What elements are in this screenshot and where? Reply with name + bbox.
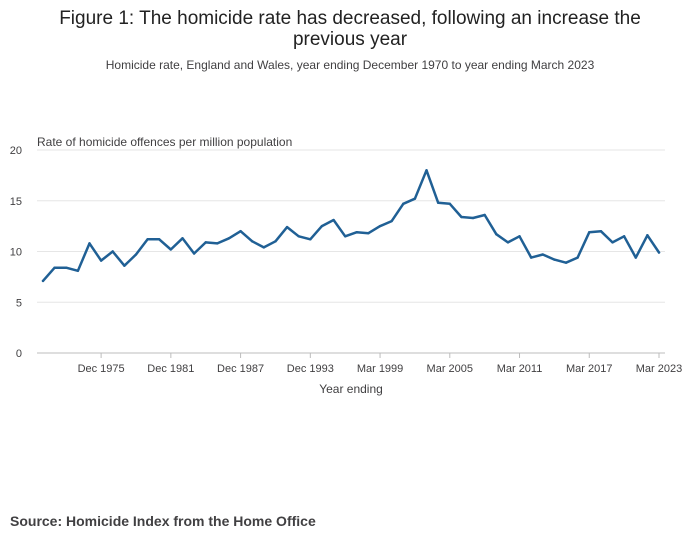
data-point bbox=[541, 253, 544, 256]
data-point bbox=[181, 237, 184, 240]
data-point bbox=[134, 253, 138, 256]
data-point bbox=[564, 261, 568, 264]
data-point bbox=[239, 230, 242, 233]
x-tick-label: Mar 2005 bbox=[427, 363, 473, 375]
x-axis-label: Year ending bbox=[319, 382, 383, 396]
data-point bbox=[297, 235, 300, 238]
x-tick-label: Dec 1981 bbox=[147, 363, 194, 375]
data-point bbox=[76, 269, 80, 272]
x-tick-label: Dec 1975 bbox=[78, 363, 125, 375]
data-point bbox=[65, 266, 68, 269]
data-point bbox=[216, 242, 219, 245]
data-point bbox=[576, 256, 579, 259]
data-point bbox=[634, 256, 637, 259]
gridlines bbox=[37, 149, 665, 354]
data-point bbox=[529, 256, 533, 259]
data-point bbox=[251, 240, 254, 243]
source-note: Source: Homicide Index from the Home Off… bbox=[10, 513, 316, 529]
data-point bbox=[425, 169, 428, 172]
data-point bbox=[646, 234, 649, 237]
data-point bbox=[227, 237, 231, 240]
data-point bbox=[378, 224, 382, 228]
y-axis-label: Rate of homicide offences per million po… bbox=[37, 135, 292, 149]
data-point bbox=[657, 251, 661, 254]
x-tick-label: Mar 2023 bbox=[636, 363, 682, 375]
y-tick-label: 15 bbox=[10, 196, 22, 208]
y-tick-label: 0 bbox=[16, 348, 22, 360]
data-point bbox=[436, 201, 440, 204]
data-point bbox=[158, 238, 161, 241]
data-point bbox=[413, 197, 417, 200]
y-tick-label: 10 bbox=[10, 247, 22, 259]
x-tick-label: Mar 1999 bbox=[357, 363, 403, 375]
x-tick-label: Dec 1987 bbox=[217, 363, 264, 375]
data-point bbox=[588, 231, 591, 234]
chart-subtitle: Homicide rate, England and Wales, year e… bbox=[105, 58, 595, 72]
data-point bbox=[88, 242, 91, 245]
data-point bbox=[309, 238, 312, 241]
data-point bbox=[611, 241, 614, 244]
data-point bbox=[343, 235, 347, 238]
data-point bbox=[390, 219, 393, 223]
data-point bbox=[402, 202, 405, 205]
data-point bbox=[332, 218, 335, 222]
y-tick-label: 20 bbox=[10, 145, 22, 157]
data-point bbox=[622, 235, 626, 238]
data-point bbox=[460, 215, 463, 219]
data-point bbox=[204, 241, 207, 244]
data-point bbox=[483, 213, 486, 217]
x-tick-label: Mar 2011 bbox=[497, 363, 543, 375]
data-point bbox=[41, 279, 45, 283]
series-group bbox=[41, 169, 661, 283]
x-axis-ticks: Dec 1975 Dec 1981 Dec 1987 Dec 1993 Mar 1999… bbox=[78, 353, 682, 375]
chart-title: Figure 1: The homicide rate has decrease… bbox=[59, 8, 641, 50]
data-point bbox=[262, 246, 266, 249]
data-point bbox=[471, 216, 475, 220]
data-point bbox=[53, 266, 56, 269]
x-tick-label: Dec 1993 bbox=[287, 363, 334, 375]
series-line-homicide-rate bbox=[41, 169, 661, 283]
data-point bbox=[355, 231, 359, 234]
data-point bbox=[495, 233, 498, 236]
y-tick-label: 5 bbox=[16, 297, 22, 309]
data-point bbox=[367, 232, 370, 235]
data-point bbox=[169, 248, 173, 251]
data-point bbox=[285, 225, 289, 229]
data-point bbox=[553, 258, 556, 261]
data-point bbox=[146, 238, 149, 241]
data-point bbox=[274, 240, 277, 243]
data-point bbox=[518, 235, 521, 238]
x-tick-label: Mar 2017 bbox=[566, 363, 612, 375]
y-axis-ticks: 0 5 10 15 20 bbox=[10, 145, 22, 360]
data-point bbox=[111, 250, 114, 253]
data-point bbox=[320, 224, 324, 228]
line-chart: 0 5 10 15 20 Dec 1975 Dec 1981 Dec 1987 Dec 199… bbox=[10, 135, 682, 396]
data-point bbox=[448, 202, 451, 205]
data-point bbox=[192, 252, 196, 255]
data-point bbox=[123, 264, 126, 267]
data-point bbox=[506, 241, 510, 244]
data-point bbox=[599, 230, 603, 233]
data-point bbox=[99, 259, 103, 262]
